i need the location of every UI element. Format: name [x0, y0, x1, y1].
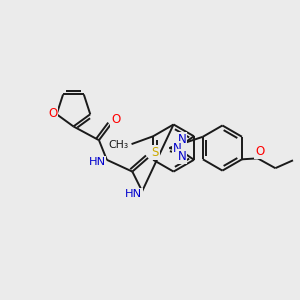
Text: N: N [178, 133, 187, 146]
Text: N: N [178, 150, 187, 164]
Text: N: N [173, 142, 182, 154]
Text: O: O [255, 145, 264, 158]
Text: HN: HN [125, 189, 142, 199]
Text: S: S [151, 146, 159, 159]
Text: O: O [111, 113, 120, 126]
Text: O: O [48, 107, 57, 120]
Text: CH₃: CH₃ [109, 140, 129, 150]
Text: HN: HN [88, 157, 106, 167]
